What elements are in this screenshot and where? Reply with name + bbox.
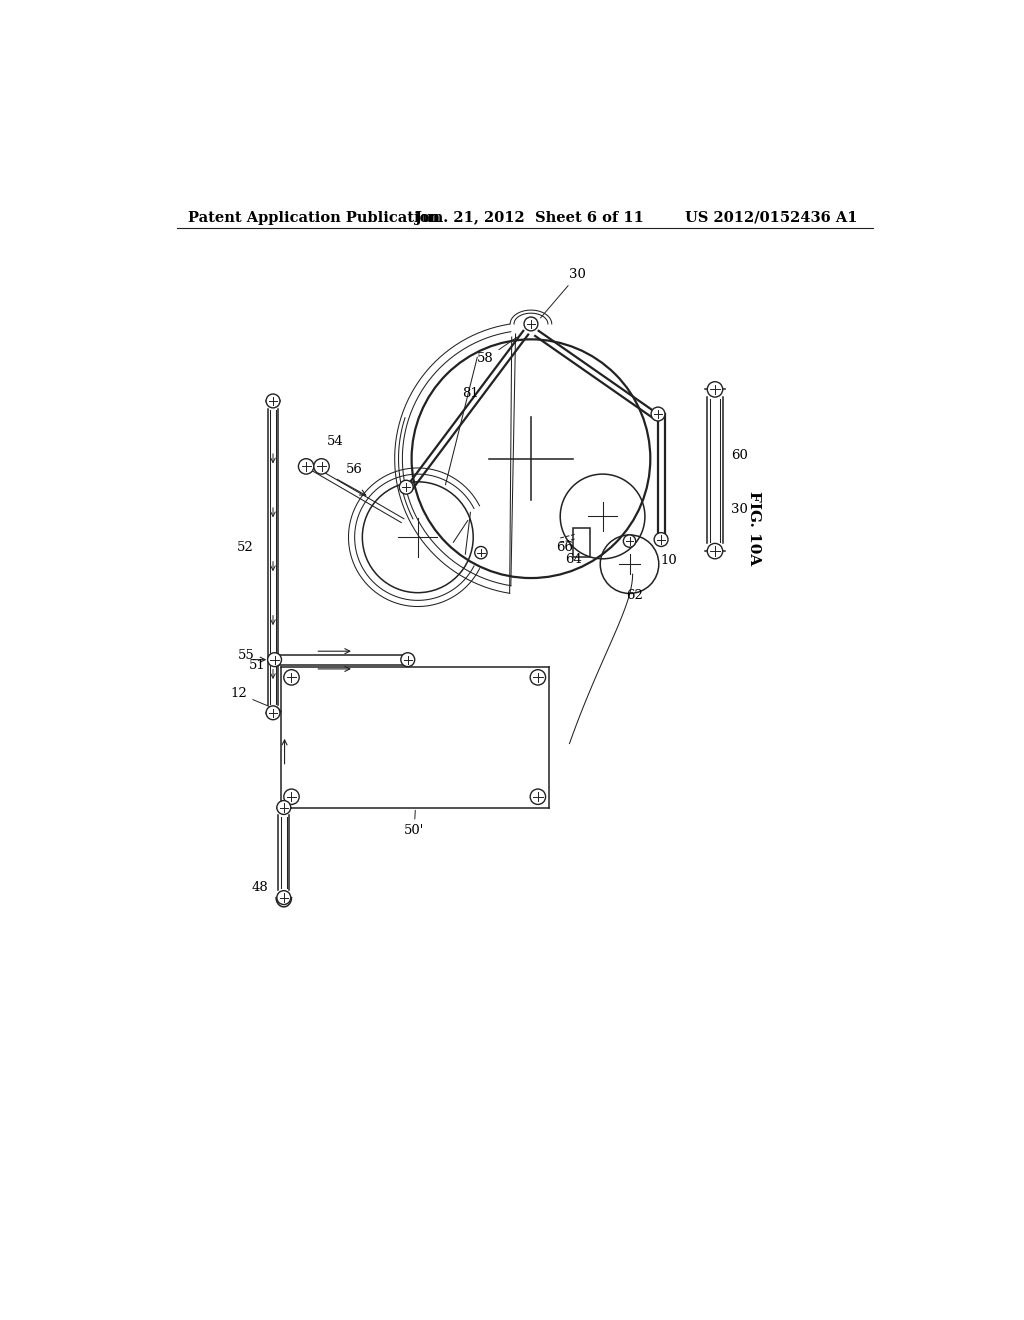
Text: 30: 30 xyxy=(541,268,587,318)
Circle shape xyxy=(475,546,487,558)
Circle shape xyxy=(651,407,665,421)
Circle shape xyxy=(284,669,299,685)
Circle shape xyxy=(530,669,546,685)
Circle shape xyxy=(284,789,299,804)
Text: 52: 52 xyxy=(237,541,254,554)
Circle shape xyxy=(267,653,282,667)
Text: 54: 54 xyxy=(327,434,344,447)
Text: 60: 60 xyxy=(731,449,749,462)
Circle shape xyxy=(624,535,636,548)
Circle shape xyxy=(524,317,538,331)
Text: 66: 66 xyxy=(556,541,573,554)
Circle shape xyxy=(276,800,291,814)
Text: 12: 12 xyxy=(230,688,281,711)
Text: 62: 62 xyxy=(626,589,642,602)
Text: 81: 81 xyxy=(462,387,478,400)
Text: 58: 58 xyxy=(477,337,517,366)
Text: 48: 48 xyxy=(252,882,268,895)
Circle shape xyxy=(708,381,723,397)
Bar xyxy=(573,528,590,557)
Text: Jun. 21, 2012  Sheet 6 of 11: Jun. 21, 2012 Sheet 6 of 11 xyxy=(416,211,644,224)
Text: 10: 10 xyxy=(660,554,677,568)
Circle shape xyxy=(708,544,723,558)
Text: Patent Application Publication: Patent Application Publication xyxy=(188,211,440,224)
Text: 56: 56 xyxy=(346,462,364,475)
Text: US 2012/0152436 A1: US 2012/0152436 A1 xyxy=(685,211,857,224)
Circle shape xyxy=(399,480,413,494)
Circle shape xyxy=(266,395,280,408)
Circle shape xyxy=(530,789,546,804)
Circle shape xyxy=(313,459,330,474)
Text: 55: 55 xyxy=(239,649,255,661)
Circle shape xyxy=(298,459,313,474)
Text: 51: 51 xyxy=(249,659,266,672)
Text: FIG. 10A: FIG. 10A xyxy=(746,491,761,565)
Text: 50': 50' xyxy=(403,810,424,837)
Circle shape xyxy=(266,706,280,719)
Text: 30: 30 xyxy=(731,503,749,516)
Circle shape xyxy=(276,891,291,904)
Circle shape xyxy=(654,532,668,546)
Circle shape xyxy=(400,653,415,667)
Text: 64: 64 xyxy=(565,553,583,566)
